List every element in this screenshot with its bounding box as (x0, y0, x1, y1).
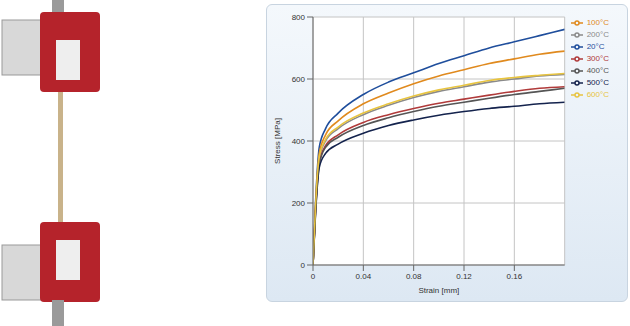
svg-text:0: 0 (301, 261, 306, 270)
html-text:200°C: 200°C (586, 30, 609, 40)
svg-text:400: 400 (292, 137, 306, 146)
html-text:500°C: 500°C (586, 78, 609, 88)
svg-text:600: 600 (292, 75, 306, 84)
svg-text:0.16: 0.16 (507, 272, 523, 281)
html-text:400°C: 400°C (586, 66, 609, 76)
svg-text:Strain [mm]: Strain [mm] (418, 286, 459, 295)
svg-text:0: 0 (311, 272, 316, 281)
svg-text:200: 200 (292, 199, 306, 208)
html-text:300°C: 300°C (586, 54, 609, 64)
svg-text:0.12: 0.12 (456, 272, 472, 281)
svg-text:Stress [MPa]: Stress [MPa] (273, 118, 282, 164)
svg-text:800: 800 (292, 13, 306, 22)
html-text:100°C: 100°C (586, 18, 609, 28)
html-text:600°C: 600°C (586, 90, 609, 100)
html-text:20°C: 20°C (586, 42, 605, 52)
svg-text:0.08: 0.08 (406, 272, 422, 281)
svg-text:0.04: 0.04 (356, 272, 372, 281)
